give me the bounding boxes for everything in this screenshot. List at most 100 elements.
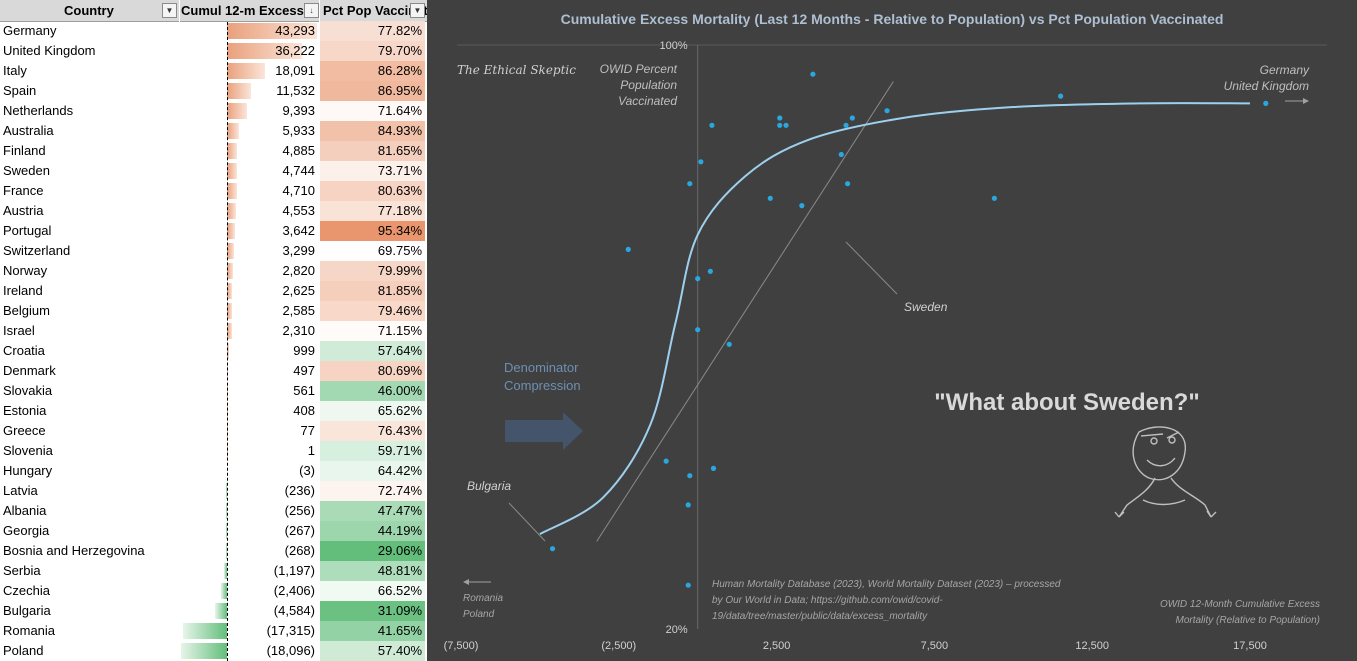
vax-cell[interactable]: 41.65% bbox=[320, 621, 425, 641]
excess-cell[interactable]: 36,222 bbox=[227, 41, 319, 61]
vax-cell[interactable]: 76.43% bbox=[320, 421, 425, 441]
vax-cell[interactable]: 86.28% bbox=[320, 61, 425, 81]
table-row[interactable]: Spain 11,532 86.95% bbox=[0, 81, 427, 101]
country-cell[interactable]: Croatia bbox=[3, 343, 45, 358]
excess-cell[interactable]: 561 bbox=[227, 381, 319, 401]
country-cell[interactable]: Germany bbox=[3, 23, 57, 38]
excess-cell[interactable]: 4,710 bbox=[227, 181, 319, 201]
excess-cell[interactable]: 4,744 bbox=[227, 161, 319, 181]
vax-cell[interactable]: 77.18% bbox=[320, 201, 425, 221]
filter-dropdown-icon[interactable]: ▼ bbox=[410, 3, 425, 18]
excess-cell[interactable]: 9,393 bbox=[227, 101, 319, 121]
excess-cell[interactable]: 2,585 bbox=[227, 301, 319, 321]
excess-cell[interactable]: 18,091 bbox=[227, 61, 319, 81]
excess-cell[interactable]: 5,933 bbox=[227, 121, 319, 141]
table-row[interactable]: Latvia (236) 72.74% bbox=[0, 481, 427, 501]
filter-dropdown-icon[interactable]: ▼ bbox=[162, 3, 177, 18]
excess-cell[interactable]: (256) bbox=[226, 501, 319, 521]
vax-cell[interactable]: 72.74% bbox=[320, 481, 425, 501]
header-country[interactable]: Country ▼ bbox=[0, 0, 179, 22]
vax-cell[interactable]: 57.40% bbox=[320, 641, 425, 661]
country-cell[interactable]: Switzerland bbox=[3, 243, 71, 258]
excess-cell[interactable]: 999 bbox=[227, 341, 319, 361]
country-cell[interactable]: Italy bbox=[3, 63, 27, 78]
table-row[interactable]: Austria 4,553 77.18% bbox=[0, 201, 427, 221]
country-cell[interactable]: Slovenia bbox=[3, 443, 53, 458]
table-row[interactable]: Czechia (2,406) 66.52% bbox=[0, 581, 427, 601]
table-row[interactable]: Bosnia and Herzegovina (268) 29.06% bbox=[0, 541, 427, 561]
sort-descending-filter-icon[interactable]: ↓ bbox=[304, 3, 319, 18]
excess-cell[interactable]: 4,553 bbox=[227, 201, 319, 221]
excess-cell[interactable]: 11,532 bbox=[227, 81, 319, 101]
vax-cell[interactable]: 66.52% bbox=[320, 581, 425, 601]
excess-cell[interactable]: 2,625 bbox=[227, 281, 319, 301]
vax-cell[interactable]: 79.46% bbox=[320, 301, 425, 321]
table-row[interactable]: Georgia (267) 44.19% bbox=[0, 521, 427, 541]
excess-cell[interactable]: (18,096) bbox=[181, 641, 319, 661]
excess-cell[interactable]: 497 bbox=[227, 361, 319, 381]
table-row[interactable]: Norway 2,820 79.99% bbox=[0, 261, 427, 281]
table-row[interactable]: France 4,710 80.63% bbox=[0, 181, 427, 201]
table-row[interactable]: Australia 5,933 84.93% bbox=[0, 121, 427, 141]
table-row[interactable]: Belgium 2,585 79.46% bbox=[0, 301, 427, 321]
excess-cell[interactable]: (4,584) bbox=[215, 601, 319, 621]
excess-cell[interactable]: 77 bbox=[227, 421, 319, 441]
excess-cell[interactable]: (1,197) bbox=[223, 561, 319, 581]
table-row[interactable]: Poland (18,096) 57.40% bbox=[0, 641, 427, 661]
vax-cell[interactable]: 79.70% bbox=[320, 41, 425, 61]
table-row[interactable]: Finland 4,885 81.65% bbox=[0, 141, 427, 161]
excess-cell[interactable]: 2,310 bbox=[227, 321, 319, 341]
country-cell[interactable]: Netherlands bbox=[3, 103, 74, 118]
vax-cell[interactable]: 59.71% bbox=[320, 441, 425, 461]
excess-cell[interactable]: 43,293 bbox=[227, 21, 319, 41]
vax-cell[interactable]: 71.64% bbox=[320, 101, 425, 121]
table-row[interactable]: Israel 2,310 71.15% bbox=[0, 321, 427, 341]
country-cell[interactable]: Ireland bbox=[3, 283, 43, 298]
excess-cell[interactable]: 1 bbox=[227, 441, 319, 461]
country-cell[interactable]: Denmark bbox=[3, 363, 56, 378]
table-row[interactable]: Sweden 4,744 73.71% bbox=[0, 161, 427, 181]
vax-cell[interactable]: 57.64% bbox=[320, 341, 425, 361]
vax-cell[interactable]: 95.34% bbox=[320, 221, 425, 241]
vax-cell[interactable]: 77.82% bbox=[320, 21, 425, 41]
country-cell[interactable]: Australia bbox=[3, 123, 54, 138]
table-row[interactable]: Denmark 497 80.69% bbox=[0, 361, 427, 381]
country-cell[interactable]: Georgia bbox=[3, 523, 50, 538]
country-cell[interactable]: Sweden bbox=[3, 163, 50, 178]
vax-cell[interactable]: 48.81% bbox=[320, 561, 425, 581]
table-row[interactable]: Croatia 999 57.64% bbox=[0, 341, 427, 361]
table-row[interactable]: Ireland 2,625 81.85% bbox=[0, 281, 427, 301]
table-row[interactable]: Italy 18,091 86.28% bbox=[0, 61, 427, 81]
excess-cell[interactable]: (17,315) bbox=[183, 621, 319, 641]
excess-cell[interactable]: (2,406) bbox=[220, 581, 319, 601]
country-cell[interactable]: France bbox=[3, 183, 44, 198]
country-cell[interactable]: Hungary bbox=[3, 463, 53, 478]
excess-cell[interactable]: (236) bbox=[226, 481, 319, 501]
country-cell[interactable]: Bosnia and Herzegovina bbox=[3, 543, 145, 558]
country-cell[interactable]: Norway bbox=[3, 263, 48, 278]
country-cell[interactable]: United Kingdom bbox=[3, 43, 96, 58]
excess-cell[interactable]: (267) bbox=[226, 521, 319, 541]
excess-cell[interactable]: (268) bbox=[226, 541, 319, 561]
vax-cell[interactable]: 79.99% bbox=[320, 261, 425, 281]
country-cell[interactable]: Portugal bbox=[3, 223, 52, 238]
table-row[interactable]: Portugal 3,642 95.34% bbox=[0, 221, 427, 241]
excess-cell[interactable]: 3,299 bbox=[227, 241, 319, 261]
country-cell[interactable]: Greece bbox=[3, 423, 46, 438]
excess-cell[interactable]: 2,820 bbox=[227, 261, 319, 281]
country-cell[interactable]: Israel bbox=[3, 323, 35, 338]
vax-cell[interactable]: 71.15% bbox=[320, 321, 425, 341]
table-row[interactable]: Germany 43,293 77.82% bbox=[0, 21, 427, 41]
table-row[interactable]: Greece 77 76.43% bbox=[0, 421, 427, 441]
country-cell[interactable]: Romania bbox=[3, 623, 56, 638]
vax-cell[interactable]: 81.85% bbox=[320, 281, 425, 301]
table-row[interactable]: Romania (17,315) 41.65% bbox=[0, 621, 427, 641]
country-cell[interactable]: Spain bbox=[3, 83, 37, 98]
table-row[interactable]: Netherlands 9,393 71.64% bbox=[0, 101, 427, 121]
excess-cell[interactable]: 4,885 bbox=[227, 141, 319, 161]
table-row[interactable]: Slovakia 561 46.00% bbox=[0, 381, 427, 401]
vax-cell[interactable]: 86.95% bbox=[320, 81, 425, 101]
table-row[interactable]: Hungary (3) 64.42% bbox=[0, 461, 427, 481]
vax-cell[interactable]: 69.75% bbox=[320, 241, 425, 261]
vax-cell[interactable]: 80.69% bbox=[320, 361, 425, 381]
